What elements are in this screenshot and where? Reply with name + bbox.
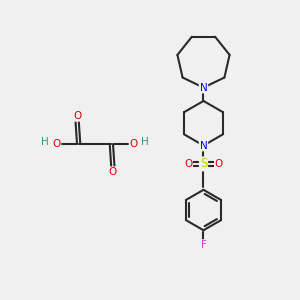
Text: O: O — [130, 139, 138, 149]
Text: O: O — [184, 159, 192, 169]
Text: N: N — [200, 82, 207, 93]
Text: H: H — [41, 137, 49, 147]
Text: F: F — [201, 240, 206, 250]
Text: O: O — [215, 159, 223, 169]
Text: O: O — [109, 167, 117, 177]
Text: S: S — [200, 158, 207, 170]
Text: O: O — [73, 111, 81, 121]
Text: H: H — [141, 137, 149, 147]
Text: O: O — [52, 139, 61, 149]
Text: N: N — [200, 140, 207, 151]
